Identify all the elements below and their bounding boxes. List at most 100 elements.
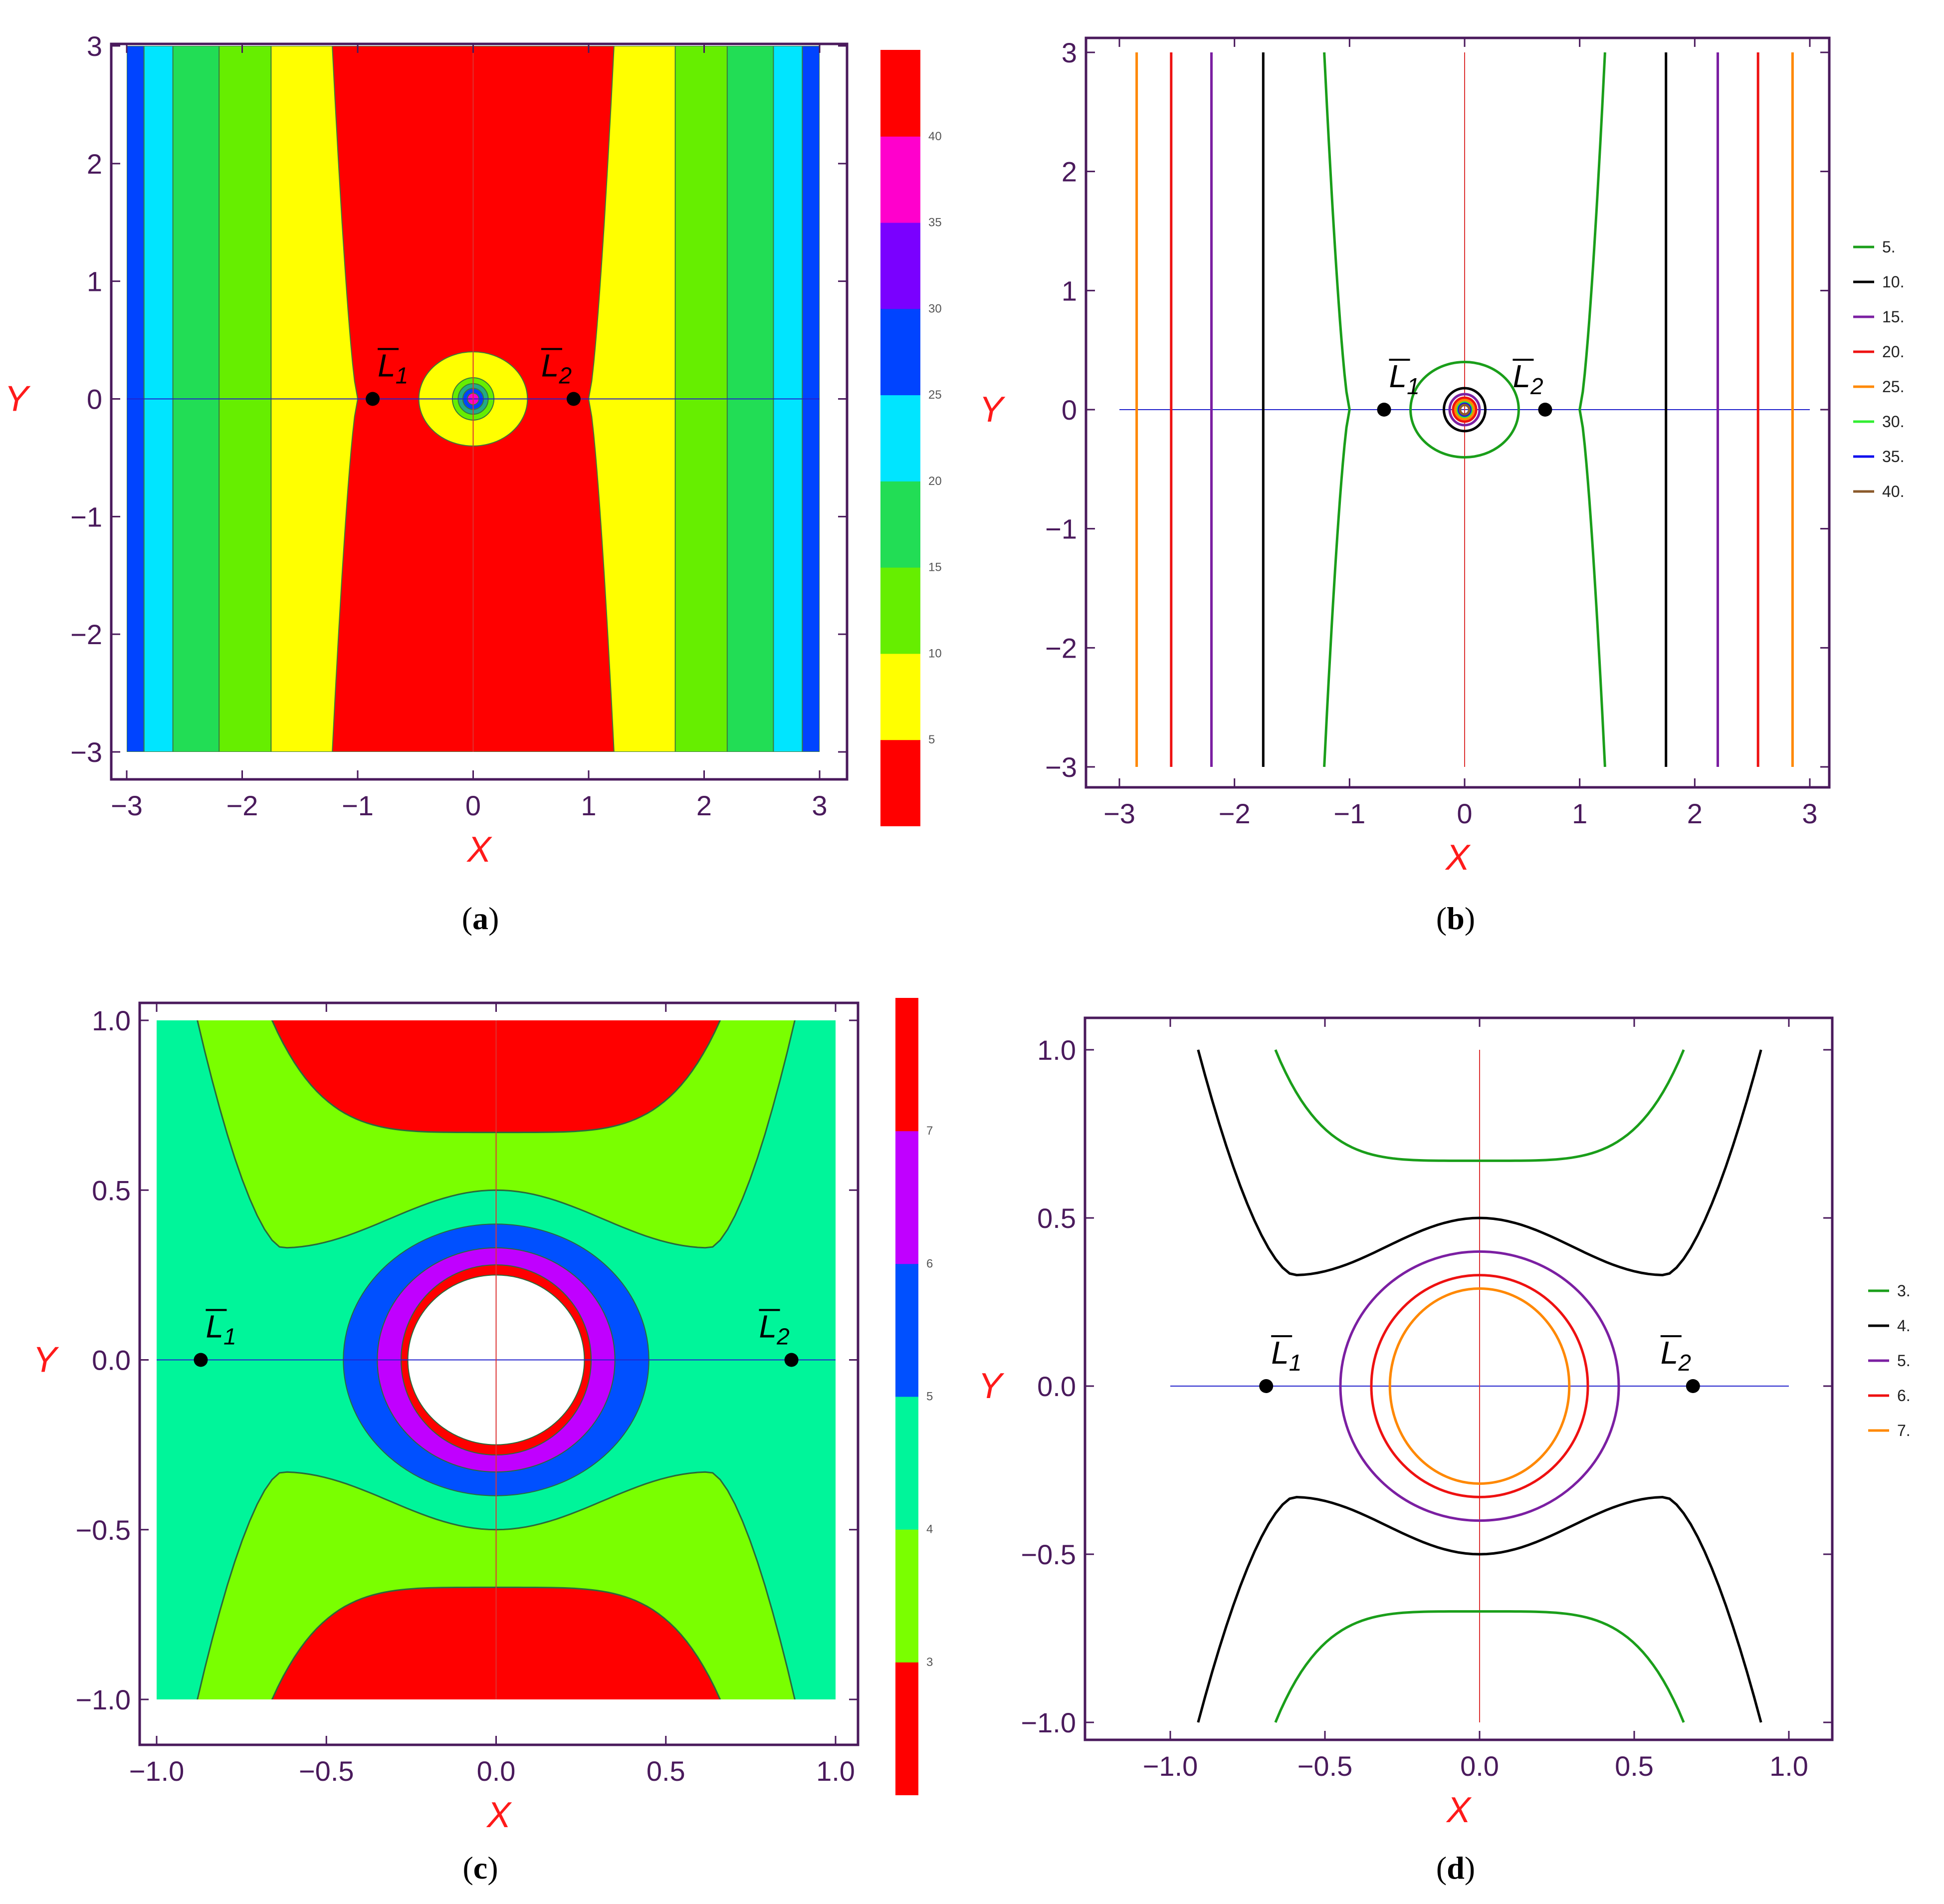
x-tick-label: 0.0 <box>477 1755 516 1787</box>
colorbar-segment <box>895 1396 918 1530</box>
lagrange-point-1 <box>1377 403 1391 417</box>
lagrange-point-2 <box>1538 403 1552 417</box>
x-axis-label: X <box>466 830 492 870</box>
y-tick-label: −0.5 <box>1021 1539 1076 1570</box>
plot-frame-b <box>1084 36 1831 789</box>
contour-ring <box>1448 393 1481 427</box>
lagrange-point-2 <box>784 1353 799 1367</box>
y-tick-label: 0.0 <box>92 1345 131 1376</box>
y-tick-label: 0.5 <box>92 1175 131 1206</box>
plot-frame-a <box>110 42 849 781</box>
point-label: L1 <box>378 348 408 389</box>
panel-caption: (b) <box>1436 901 1475 936</box>
colorbar-tick-label: 3 <box>926 1656 933 1669</box>
y-tick-label: −3 <box>1045 751 1077 783</box>
x-tick-label: 2 <box>696 790 712 821</box>
contour-line <box>1274 1049 1685 1162</box>
colorbar-tick-label: 25 <box>928 388 942 402</box>
lagrange-point-2 <box>566 392 581 406</box>
y-tick-label: 2 <box>1062 156 1077 188</box>
x-tick-label: −3 <box>1103 798 1135 829</box>
y-tick-label: −2 <box>1045 632 1077 664</box>
contour-line <box>1578 52 1606 767</box>
x-tick-label: 3 <box>812 790 827 821</box>
legend-label: 7. <box>1897 1422 1911 1439</box>
contour-line <box>1197 1495 1762 1723</box>
point-label: L2 <box>1661 1335 1691 1376</box>
x-tick-label: −2 <box>1219 798 1251 829</box>
panel-caption: (c) <box>462 1850 498 1886</box>
x-tick-label: 0.5 <box>647 1755 685 1787</box>
x-tick-label: −1 <box>342 790 374 821</box>
y-tick-label: −0.5 <box>75 1514 131 1546</box>
x-tick-label: 0 <box>465 790 481 821</box>
colorbar-segment <box>880 480 920 568</box>
point-label: L2 <box>541 348 572 389</box>
x-axis-label: X <box>1446 1790 1472 1830</box>
legend-label: 15. <box>1882 308 1904 326</box>
contour-ring <box>1459 403 1471 416</box>
plot-frame-c <box>138 1001 860 1746</box>
colorbar-tick-label: 40 <box>928 130 942 143</box>
x-tick-label: 2 <box>1687 798 1703 829</box>
colorbar-segment <box>895 1263 918 1397</box>
x-tick-label: 0.5 <box>1615 1750 1654 1782</box>
contour-lines-d <box>1197 1049 1762 1723</box>
x-tick-label: 1.0 <box>816 1755 855 1787</box>
contour-ring <box>1454 399 1475 421</box>
x-tick-label: 1 <box>1572 798 1587 829</box>
point-label: L1 <box>1389 358 1420 399</box>
y-tick-label: 2 <box>87 148 102 180</box>
y-tick-label: −3 <box>70 736 102 768</box>
legend-label: 35. <box>1882 448 1904 466</box>
colorbar-tick-label: 15 <box>928 561 942 574</box>
legend-label: 25. <box>1882 378 1904 396</box>
contour-ring <box>1370 1274 1589 1498</box>
y-axis-label: Y <box>4 379 31 419</box>
lagrange-point-1 <box>194 1353 208 1367</box>
panel-caption: (d) <box>1436 1850 1475 1886</box>
colorbar-segment <box>880 653 920 740</box>
point-label: L2 <box>759 1309 790 1350</box>
y-tick-label: 0 <box>87 384 102 415</box>
colorbar-tick-label: 6 <box>926 1257 933 1270</box>
x-axis-label: X <box>486 1795 512 1835</box>
contour-ring <box>1339 1250 1620 1522</box>
x-tick-label: 1 <box>581 790 596 821</box>
x-tick-label: −0.5 <box>299 1755 354 1787</box>
legend-label: 40. <box>1882 482 1904 500</box>
legend-label: 5. <box>1897 1352 1911 1370</box>
colorbar-tick-label: 35 <box>928 216 942 230</box>
contour-line <box>1197 1049 1762 1277</box>
contour-ring <box>1442 387 1487 433</box>
point-label: L1 <box>206 1309 236 1350</box>
legend-label: 4. <box>1897 1317 1911 1335</box>
x-tick-label: 0 <box>1457 798 1472 829</box>
colorbar-segment <box>880 567 920 654</box>
y-tick-label: 0.0 <box>1037 1371 1076 1402</box>
contour-ring <box>1388 1287 1571 1485</box>
legend-label: 5. <box>1882 238 1896 256</box>
x-tick-label: 0.0 <box>1460 1750 1499 1782</box>
y-tick-label: 1.0 <box>92 1005 131 1036</box>
point-label: L2 <box>1512 358 1543 399</box>
colorbar-tick-label: 10 <box>928 647 942 660</box>
y-axis-label: Y <box>978 1366 1005 1406</box>
y-tick-label: −1.0 <box>75 1684 131 1715</box>
contour-ring <box>1452 396 1478 423</box>
lagrange-point-1 <box>1259 1379 1274 1393</box>
lagrange-point-1 <box>366 392 380 406</box>
y-tick-label: 3 <box>1062 37 1077 68</box>
plot-frame-d <box>1083 1016 1834 1741</box>
y-tick-label: 1.0 <box>1037 1034 1076 1066</box>
colorbar-segment <box>880 222 920 309</box>
legend-label: 30. <box>1882 413 1904 431</box>
contour-lines-b <box>1135 52 1794 767</box>
colorbar-tick-label: 7 <box>926 1124 933 1138</box>
x-tick-label: 1.0 <box>1769 1750 1808 1782</box>
colorbar-segment <box>880 136 920 223</box>
contour-line <box>1323 52 1351 767</box>
y-tick-label: 1 <box>87 266 102 297</box>
x-tick-label: −2 <box>226 790 258 821</box>
